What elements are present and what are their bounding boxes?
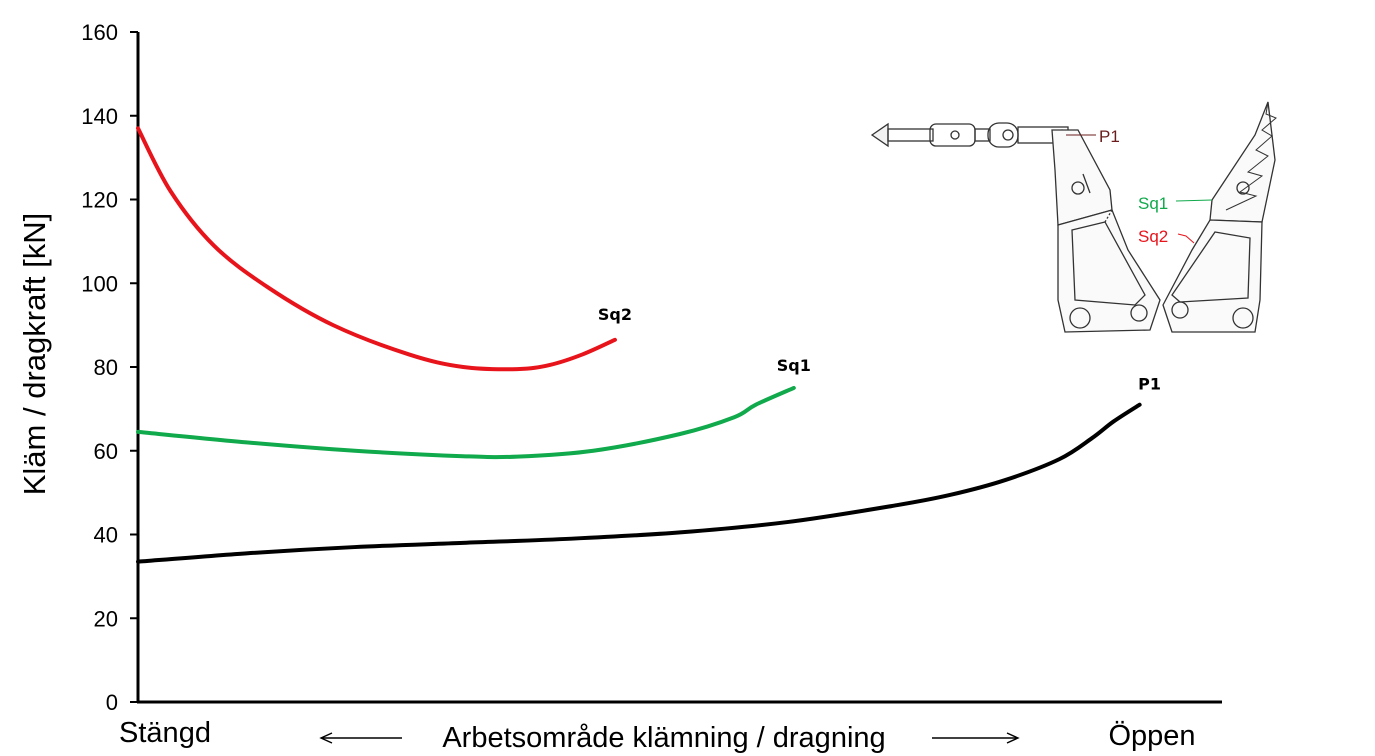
left-jaw-icon bbox=[1051, 129, 1161, 333]
x-start-label: Stängd bbox=[119, 717, 211, 749]
y-tick-label: 0 bbox=[106, 690, 118, 715]
y-tick-label: 20 bbox=[94, 606, 118, 631]
inset-label-p1: P1 bbox=[1099, 127, 1120, 146]
x-end-label: Öppen bbox=[1108, 720, 1195, 752]
series-layer: Sq2 Sq1 P1 bbox=[136, 126, 1161, 564]
gripper-diagram bbox=[870, 101, 1277, 333]
series-line-sq2 bbox=[136, 126, 617, 372]
y-tick-label: 120 bbox=[81, 188, 118, 213]
sq1-leader bbox=[1175, 199, 1213, 202]
x-axis-title: Arbetsområde klämning / dragning bbox=[442, 722, 885, 754]
right-jaw-icon bbox=[1162, 101, 1277, 333]
right-arrow-icon bbox=[932, 732, 1020, 744]
y-tick-label: 160 bbox=[81, 20, 118, 45]
series-label-p1: P1 bbox=[1138, 375, 1161, 394]
series-line-sq1 bbox=[136, 385, 796, 460]
series-line-p1 bbox=[136, 402, 1142, 564]
y-tick-label: 40 bbox=[94, 523, 118, 548]
y-axis-title: Kläm / dragkraft [kN] bbox=[17, 213, 52, 496]
series-label-sq1: Sq1 bbox=[777, 356, 811, 375]
axes: 0 20 40 60 80 100 120 140 160 bbox=[81, 20, 1222, 715]
y-tick-label: 140 bbox=[81, 104, 118, 129]
sq2-leader bbox=[1177, 233, 1195, 244]
series-label-sq2: Sq2 bbox=[598, 305, 632, 324]
inset-label-sq2: Sq2 bbox=[1138, 227, 1168, 246]
piston-rod-icon bbox=[870, 122, 1069, 148]
inset-label-sq1: Sq1 bbox=[1138, 194, 1168, 213]
y-tick-label: 80 bbox=[94, 355, 118, 380]
y-tick-label: 100 bbox=[81, 271, 118, 296]
y-tick-label: 60 bbox=[94, 439, 118, 464]
left-arrow-icon bbox=[319, 732, 402, 744]
